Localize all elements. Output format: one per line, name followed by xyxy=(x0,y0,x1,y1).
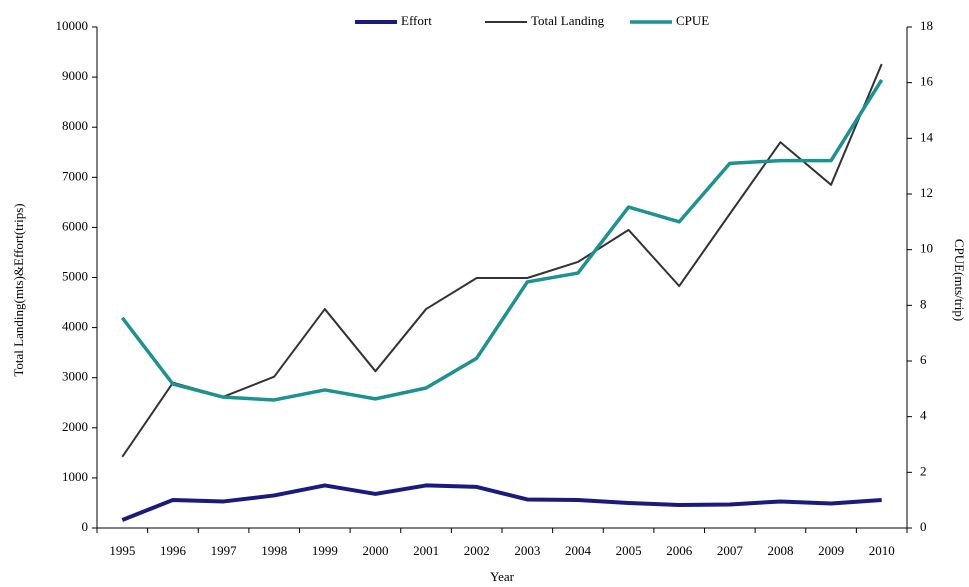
x-axis-label: Year xyxy=(490,569,515,584)
y-tick-label: 7000 xyxy=(62,168,88,183)
y-tick-label: 2000 xyxy=(62,419,88,434)
x-tick-label: 2004 xyxy=(565,543,592,558)
legend-label: CPUE xyxy=(676,13,709,28)
x-tick-label: 1996 xyxy=(160,543,187,558)
y-axis-label: Total Landing(mts)&Effort(trips) xyxy=(11,203,26,376)
y-tick-label: 6000 xyxy=(62,218,88,233)
y2-tick-label: 6 xyxy=(920,352,927,367)
x-tick-label: 2009 xyxy=(818,543,844,558)
y-tick-label: 4000 xyxy=(62,319,88,334)
series-line xyxy=(121,63,883,458)
x-tick-label: 1997 xyxy=(211,543,238,558)
x-tick-label: 2007 xyxy=(717,543,744,558)
x-tick-label: 1995 xyxy=(109,543,135,558)
legend-label: Effort xyxy=(401,13,432,28)
x-tick-label: 1999 xyxy=(312,543,338,558)
y-tick-label: 9000 xyxy=(62,68,88,83)
y-tick-label: 1000 xyxy=(62,469,88,484)
x-tick-label: 2005 xyxy=(616,543,642,558)
y2-axis-label: CPUE(mts/trip) xyxy=(952,239,967,321)
x-tick-label: 2003 xyxy=(514,543,540,558)
x-tick-label: 1998 xyxy=(261,543,287,558)
y2-tick-label: 12 xyxy=(920,185,933,200)
legend-label: Total Landing xyxy=(531,13,605,28)
x-tick-label: 2001 xyxy=(413,543,439,558)
x-tick-label: 2000 xyxy=(362,543,388,558)
y2-tick-label: 10 xyxy=(920,241,933,256)
x-tick-label: 2006 xyxy=(666,543,693,558)
y2-tick-label: 2 xyxy=(920,463,927,478)
y-tick-label: 5000 xyxy=(62,268,88,283)
y-tick-label: 8000 xyxy=(62,118,88,133)
y2-tick-label: 14 xyxy=(920,129,934,144)
y-tick-label: 10000 xyxy=(56,18,89,33)
y2-tick-label: 16 xyxy=(920,74,934,89)
y-tick-label: 3000 xyxy=(62,369,88,384)
x-tick-label: 2010 xyxy=(869,543,895,558)
y2-tick-label: 8 xyxy=(920,296,927,311)
x-tick-label: 2002 xyxy=(464,543,490,558)
series-line xyxy=(120,78,884,402)
series-line xyxy=(121,483,882,522)
y-tick-label: 0 xyxy=(82,519,89,534)
x-tick-label: 2008 xyxy=(767,543,793,558)
y2-tick-label: 0 xyxy=(920,519,927,534)
y2-tick-label: 4 xyxy=(920,408,927,423)
y2-tick-label: 18 xyxy=(920,18,933,33)
